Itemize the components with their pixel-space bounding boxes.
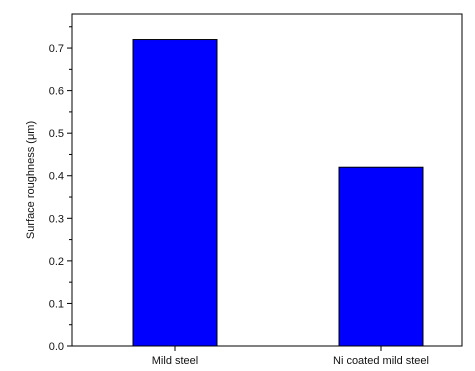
y-tick-label-4: 0.4 [49,171,64,183]
y-tick-label-6: 0.6 [49,86,64,98]
y-axis-label: Surface roughness (μm) [25,121,37,239]
x-tick-label-0: Mild steel [152,355,198,367]
plot-area: 0.0 0.1 0.2 0.3 0.4 0.5 0.6 0.7 Mild steel Ni co… [49,13,463,367]
x-tick-label-1: Ni coated mild steel [333,355,429,367]
bars [132,39,424,347]
y-tick-label-7: 0.7 [49,43,64,55]
y-tick-label-1: 0.1 [49,298,64,310]
y-tick-label-0: 0.0 [49,341,64,353]
bar-0 [132,39,218,347]
bar-1 [338,166,424,347]
x-axis: Mild steel Ni coated mild steel [152,346,429,367]
y-axis: 0.0 0.1 0.2 0.3 0.4 0.5 0.6 0.7 [49,26,72,353]
plot-frame [71,13,463,347]
y-tick-label-2: 0.2 [49,256,64,268]
y-tick-label-3: 0.3 [49,213,64,225]
y-tick-label-5: 0.5 [49,128,64,140]
